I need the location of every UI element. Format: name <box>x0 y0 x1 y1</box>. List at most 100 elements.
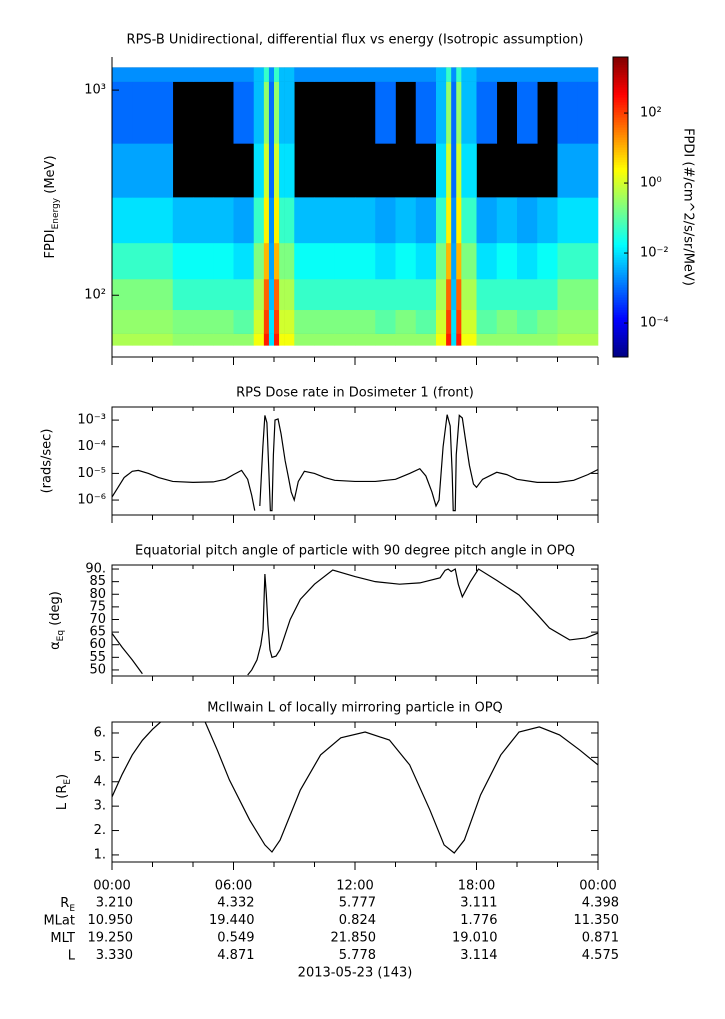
heatmap-cell <box>466 333 477 346</box>
heatmap-cell <box>577 309 599 334</box>
colorbar-step <box>613 67 628 70</box>
colorbar-step <box>613 274 628 278</box>
heatmap-cell <box>274 333 280 346</box>
heatmap-cell <box>446 143 452 198</box>
colorbar-step <box>613 189 628 193</box>
heatmap-cell <box>233 67 255 82</box>
colorbar-step <box>613 164 628 168</box>
colorbar-step <box>613 144 628 148</box>
colorbar-step <box>613 99 628 103</box>
colorbar-step <box>613 79 628 83</box>
heatmap-cell <box>375 197 396 244</box>
heatmap-cell <box>294 242 315 280</box>
colorbar-step <box>613 129 628 133</box>
ephemeris-value: 3.330 <box>96 948 133 963</box>
heatmap-cell <box>461 197 467 244</box>
ephemeris-value: 4.575 <box>582 948 619 963</box>
colorbar-step <box>613 82 628 85</box>
colorbar-step <box>613 172 628 175</box>
colorbar-step <box>613 147 628 150</box>
heatmap-cell <box>476 81 498 144</box>
heatmap-cell <box>253 309 265 334</box>
colorbar-step <box>613 224 628 228</box>
heatmap-cell <box>456 279 462 311</box>
colorbar-step <box>613 299 628 303</box>
heatmap-cell <box>517 279 538 311</box>
colorbar-step <box>613 259 628 263</box>
heatmap-cell <box>517 197 538 244</box>
colorbar-step <box>613 244 628 248</box>
heatmap-cell <box>253 279 265 311</box>
heatmap-cell <box>132 309 153 334</box>
colorbar-step <box>613 319 628 323</box>
ephemeris-value: 21.850 <box>331 931 377 946</box>
colorbar-step <box>613 334 628 338</box>
heatmap-cell <box>456 333 462 346</box>
heatmap-cell <box>193 309 214 334</box>
y-tick-label: 10³ <box>84 83 106 98</box>
heatmap-cell <box>355 242 376 280</box>
colorbar-step <box>613 314 628 318</box>
heatmap-cell <box>436 242 447 280</box>
heatmap-cell <box>263 143 270 198</box>
heatmap-cell <box>132 143 153 198</box>
heatmap-cell <box>537 333 558 346</box>
heatmap-cell <box>415 81 437 144</box>
heatmap-cell <box>446 279 452 311</box>
y-tick-label: 10⁻⁴ <box>77 439 106 454</box>
y-axis-label: αEq (deg) <box>48 591 66 650</box>
label-sub: Eq <box>56 630 66 641</box>
colorbar-step <box>613 77 628 80</box>
ephemeris-value: 5.777 <box>339 896 376 911</box>
heatmap-cell <box>476 197 498 244</box>
heatmap-cell <box>577 197 599 244</box>
colorbar-step <box>613 337 628 340</box>
colorbar-step <box>613 62 628 65</box>
heatmap-cell <box>112 143 133 198</box>
heatmap-cell <box>451 81 457 144</box>
colorbar-step <box>613 84 628 88</box>
heatmap-cell <box>112 309 133 334</box>
heatmap-cell <box>456 197 462 244</box>
colorbar-step <box>613 257 628 260</box>
colorbar-step <box>613 179 628 183</box>
heatmap-cell <box>557 279 579 311</box>
colorbar-step <box>613 137 628 140</box>
ephemeris-value: 11.350 <box>574 913 620 928</box>
heatmap-cell <box>294 309 315 334</box>
colorbar-step <box>613 197 628 200</box>
heatmap-cell <box>334 197 356 244</box>
colorbar-step <box>613 239 628 243</box>
colorbar-step <box>613 352 628 355</box>
colorbar-step <box>613 112 628 115</box>
colorbar-step <box>613 282 628 285</box>
heatmap-cell <box>274 242 280 280</box>
colorbar-step <box>613 234 628 238</box>
heatmap-cell <box>152 242 174 280</box>
colorbar-step <box>613 329 628 333</box>
colorbar-tick-label: 10⁰ <box>640 176 662 191</box>
heatmap-cell <box>279 81 285 144</box>
colorbar-step <box>613 154 628 158</box>
heatmap-cell <box>375 309 396 334</box>
heatmap-cell <box>415 333 437 346</box>
heatmap-cell <box>456 242 462 280</box>
ephemeris-label-main: L <box>68 948 76 963</box>
data-line <box>112 722 598 854</box>
label-sub: E <box>63 779 73 785</box>
heatmap-cell <box>132 81 153 144</box>
y-axis-label: FPDIEnergy (MeV) <box>43 155 61 258</box>
heatmap-cell <box>415 242 437 280</box>
colorbar-step <box>613 277 628 280</box>
heatmap-cell <box>193 279 214 311</box>
heatmap-cell <box>213 67 234 82</box>
heatmap-cell <box>395 197 417 244</box>
heatmap-cell <box>132 242 153 280</box>
colorbar-step <box>613 192 628 195</box>
heatmap-cell <box>112 67 133 82</box>
heatmap-cell <box>112 333 133 346</box>
heatmap-cell <box>268 309 275 334</box>
heatmap-cell <box>446 67 452 82</box>
